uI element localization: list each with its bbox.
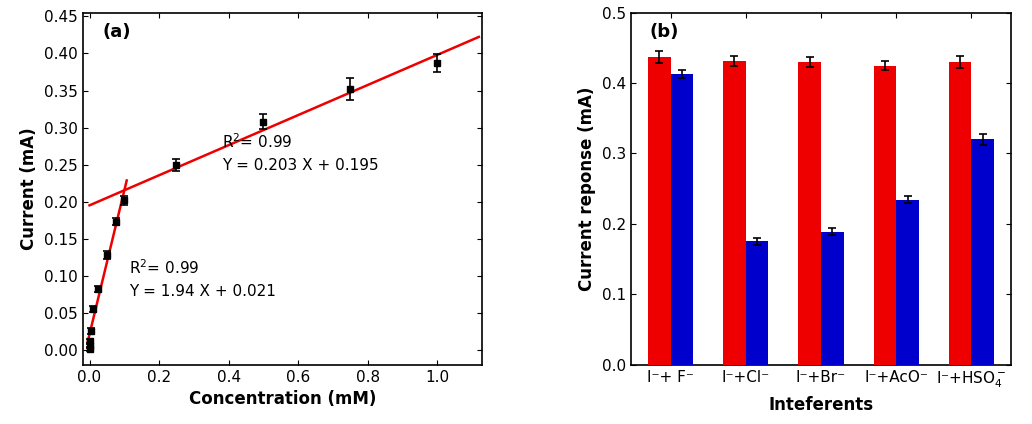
X-axis label: Inteferents: Inteferents — [769, 396, 873, 413]
Text: Y = 1.94 X + 0.021: Y = 1.94 X + 0.021 — [129, 285, 277, 299]
Bar — [874, 66, 896, 365]
Bar — [896, 200, 918, 365]
Bar — [799, 62, 821, 365]
X-axis label: Concentration (mM): Concentration (mM) — [189, 390, 376, 408]
Bar — [723, 61, 746, 365]
Bar — [671, 74, 694, 365]
Text: (a): (a) — [102, 23, 131, 41]
Bar — [948, 62, 971, 365]
Text: (b): (b) — [650, 23, 679, 41]
Y-axis label: Current reponse (mA): Current reponse (mA) — [578, 86, 595, 291]
Text: Y = 0.203 X + 0.195: Y = 0.203 X + 0.195 — [222, 159, 379, 173]
Text: R$^2$= 0.99: R$^2$= 0.99 — [222, 133, 292, 151]
Text: R$^2$= 0.99: R$^2$= 0.99 — [129, 259, 200, 277]
Bar — [746, 242, 768, 365]
Bar — [821, 232, 843, 365]
Bar — [648, 57, 671, 365]
Y-axis label: Current (mA): Current (mA) — [21, 127, 38, 250]
Bar — [971, 139, 994, 365]
